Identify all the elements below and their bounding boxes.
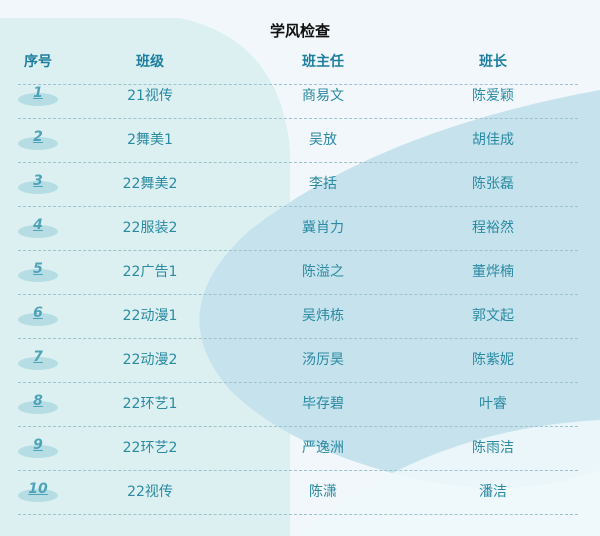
table-row: 2 2舞美1 吴放 胡佳成: [18, 118, 578, 163]
table-row: 10 22视传 陈潇 潘洁: [18, 470, 578, 515]
monitor-cell: 陈张磊: [472, 176, 514, 192]
page-title: 学风检查: [269, 22, 330, 40]
badge-ellipse: [18, 401, 58, 414]
row-number-badge: 3: [18, 173, 58, 194]
monitor-cell: 陈雨洁: [472, 440, 514, 456]
teacher-cell: 吴炜栋: [302, 308, 344, 324]
row-number-badge: 5: [18, 261, 58, 282]
row-number: 1: [33, 85, 43, 101]
header-teacher: 班主任: [302, 54, 344, 70]
class-cell: 22舞美2: [122, 176, 178, 192]
teacher-cell: 汤厉昊: [302, 352, 344, 368]
monitor-cell: 郭文起: [472, 308, 514, 324]
table-row: 4 22服装2 冀肖力 程裕然: [18, 206, 578, 251]
row-number-badge: 10: [18, 481, 58, 502]
table-row: 7 22动漫2 汤厉昊 陈紫妮: [18, 338, 578, 383]
row-number-badge: 6: [18, 305, 58, 326]
table-row: 5 22广告1 陈溢之 董烨楠: [18, 250, 578, 295]
class-cell: 21视传: [127, 88, 173, 104]
teacher-cell: 吴放: [309, 132, 337, 148]
class-cell: 22动漫1: [122, 308, 178, 324]
row-number-badge: 2: [18, 129, 58, 150]
header-class: 班级: [136, 54, 164, 70]
table-row: 6 22动漫1 吴炜栋 郭文起: [18, 294, 578, 339]
row-number: 8: [33, 393, 43, 409]
monitor-cell: 胡佳成: [472, 132, 514, 148]
monitor-cell: 陈爱颖: [472, 88, 514, 104]
background-shape-right: [199, 90, 600, 488]
teacher-cell: 严逸洲: [302, 440, 344, 456]
teacher-cell: 陈溢之: [302, 264, 344, 280]
row-number: 5: [33, 261, 43, 277]
badge-ellipse: [18, 269, 58, 282]
table-row: 1 21视传 商易文 陈爱颖: [18, 74, 578, 119]
row-number-badge: 7: [18, 349, 58, 370]
teacher-cell: 陈潇: [309, 484, 337, 500]
monitor-cell: 董烨楠: [472, 264, 514, 280]
row-number: 3: [33, 173, 43, 189]
badge-ellipse: [18, 489, 58, 502]
class-cell: 22环艺2: [122, 440, 178, 456]
badge-ellipse: [18, 357, 58, 370]
row-number-badge: 1: [18, 85, 58, 106]
teacher-cell: 商易文: [302, 88, 344, 104]
row-number: 4: [33, 217, 43, 233]
class-cell: 2舞美1: [127, 132, 173, 148]
class-cell: 22环艺1: [122, 396, 178, 412]
badge-ellipse: [18, 445, 58, 458]
row-number: 10: [28, 481, 48, 497]
table-header: 序号 班级 班主任 班长: [18, 40, 578, 85]
class-cell: 22服装2: [122, 220, 178, 236]
teacher-cell: 李括: [309, 176, 337, 192]
row-number: 2: [33, 129, 43, 145]
monitor-cell: 潘洁: [479, 484, 507, 500]
teacher-cell: 冀肖力: [302, 220, 344, 236]
header-no: 序号: [24, 54, 52, 70]
row-number: 9: [33, 437, 43, 453]
row-number-badge: 4: [18, 217, 58, 238]
badge-ellipse: [18, 93, 58, 106]
badge-ellipse: [18, 313, 58, 326]
class-cell: 22广告1: [122, 264, 178, 280]
teacher-cell: 毕存碧: [302, 396, 344, 412]
table-row: 8 22环艺1 毕存碧 叶睿: [18, 382, 578, 427]
table-row: 9 22环艺2 严逸洲 陈雨洁: [18, 426, 578, 471]
row-number-badge: 8: [18, 393, 58, 414]
badge-ellipse: [18, 137, 58, 150]
table-row: 3 22舞美2 李括 陈张磊: [18, 162, 578, 207]
class-cell: 22视传: [127, 484, 173, 500]
badge-ellipse: [18, 225, 58, 238]
row-number-badge: 9: [18, 437, 58, 458]
background-shape-right-fade: [300, 420, 600, 536]
monitor-cell: 程裕然: [472, 220, 514, 236]
class-cell: 22动漫2: [122, 352, 178, 368]
monitor-cell: 陈紫妮: [472, 352, 514, 368]
row-number: 7: [33, 349, 43, 365]
monitor-cell: 叶睿: [479, 396, 507, 412]
header-monitor: 班长: [479, 54, 507, 70]
badge-ellipse: [18, 181, 58, 194]
row-number: 6: [33, 305, 43, 321]
